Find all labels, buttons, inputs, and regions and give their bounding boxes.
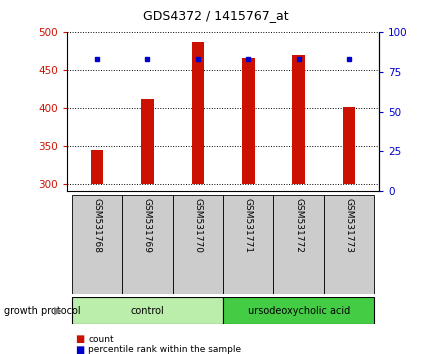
Bar	[91, 150, 103, 184]
Text: ursodeoxycholic acid: ursodeoxycholic acid	[247, 306, 349, 316]
Text: GSM531771: GSM531771	[243, 198, 252, 253]
Bar	[72, 297, 223, 324]
Bar	[172, 195, 223, 294]
Bar	[342, 107, 354, 184]
Text: control: control	[130, 306, 164, 316]
Bar	[122, 195, 172, 294]
Bar	[323, 195, 373, 294]
Text: GDS4372 / 1415767_at: GDS4372 / 1415767_at	[142, 9, 288, 22]
Text: count: count	[88, 335, 114, 344]
Text: GSM531772: GSM531772	[293, 198, 302, 252]
Bar	[72, 195, 122, 294]
Text: growth protocol: growth protocol	[4, 306, 81, 316]
Text: GSM531770: GSM531770	[193, 198, 202, 253]
Bar	[273, 195, 323, 294]
Text: GSM531769: GSM531769	[143, 198, 152, 253]
Text: GSM531773: GSM531773	[344, 198, 353, 253]
Bar	[191, 42, 204, 184]
Bar	[223, 297, 373, 324]
Text: ▶: ▶	[54, 306, 62, 316]
Text: GSM531768: GSM531768	[92, 198, 101, 253]
Bar	[292, 55, 304, 184]
Text: percentile rank within the sample: percentile rank within the sample	[88, 345, 241, 354]
Bar	[141, 99, 154, 184]
Text: ■: ■	[75, 345, 84, 354]
Text: ■: ■	[75, 334, 84, 344]
Bar	[223, 195, 273, 294]
Bar	[241, 58, 254, 184]
